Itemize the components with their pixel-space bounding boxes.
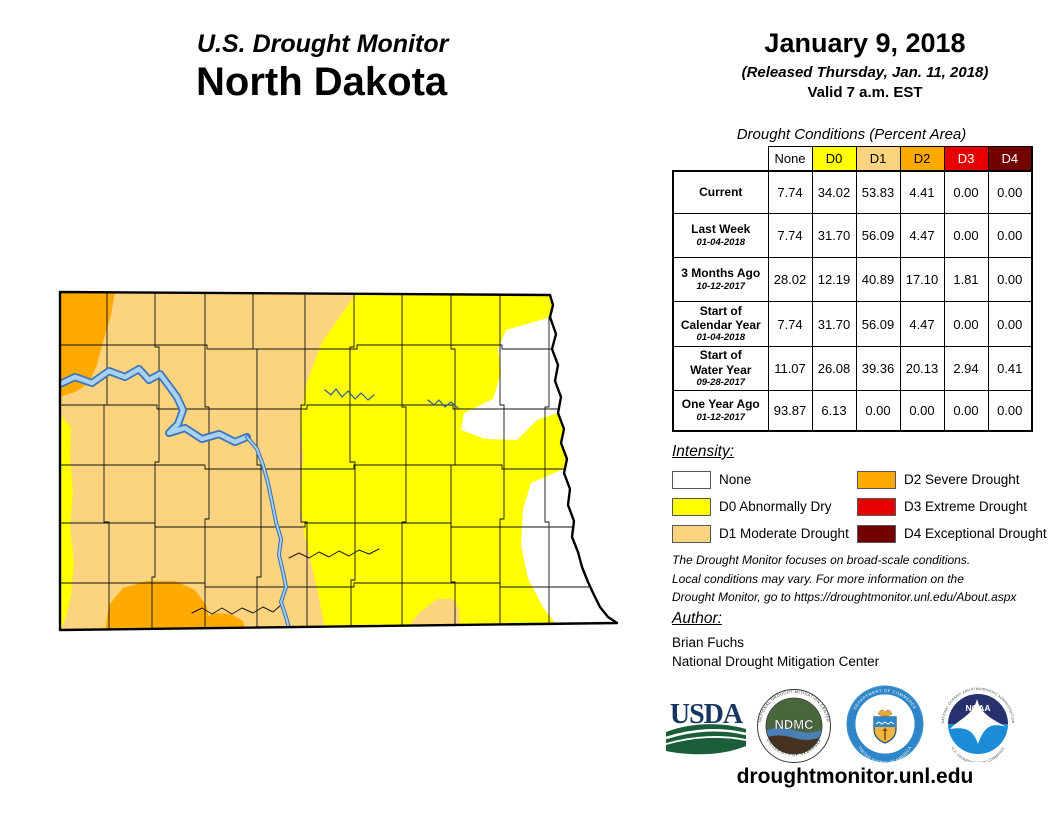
row-label: Start of Calendar Year 01-04-2018 bbox=[672, 301, 769, 347]
d0-strip-west bbox=[60, 415, 74, 630]
report-title: U.S. Drought Monitor bbox=[197, 30, 449, 58]
intensity-heading: Intensity: bbox=[672, 443, 735, 460]
d4-swatch bbox=[857, 524, 896, 543]
col-none: None bbox=[767, 146, 813, 172]
row-label: 3 Months Ago 10-12-2017 bbox=[672, 257, 769, 302]
col-d4: D4 bbox=[987, 146, 1033, 172]
state-name: North Dakota bbox=[196, 60, 448, 104]
date-block: January 9, 2018 (Released Thursday, Jan.… bbox=[690, 28, 1040, 101]
d1-swatch bbox=[672, 524, 711, 543]
row-label: Last Week 01-04-2018 bbox=[672, 213, 769, 258]
map-date: January 9, 2018 bbox=[764, 28, 966, 58]
state-border bbox=[58, 290, 619, 632]
col-d1: D1 bbox=[855, 146, 901, 172]
rivers bbox=[60, 365, 459, 630]
usda-swoosh bbox=[666, 724, 746, 755]
d2-region-northwest bbox=[60, 292, 115, 397]
row-label: Start of Water Year 09-28-2017 bbox=[672, 346, 769, 391]
table-row: 3 Months Ago 10-12-2017 28.02 12.19 40.89… bbox=[672, 257, 1033, 302]
col-d2: D2 bbox=[899, 146, 945, 172]
drought-conditions-table: None D0 D1 D2 D3 D4 Current 7.74 34.02 5… bbox=[672, 146, 1033, 432]
usda-logo: USDA bbox=[665, 699, 747, 755]
author-org: National Drought Mitigation Center bbox=[672, 654, 880, 669]
sheyenne-river bbox=[427, 399, 459, 409]
ndmc-logo: NDMC NATIONAL DROUGHT MITIGATION CENTER … bbox=[757, 689, 831, 763]
souris-river bbox=[324, 388, 375, 401]
valid-time: Valid 7 a.m. EST bbox=[807, 84, 923, 101]
noaa-logo: NOAA NATIONAL OCEANIC AND ATMOSPHERIC AD… bbox=[941, 687, 1015, 762]
cannonball-river bbox=[191, 604, 282, 615]
d2-swatch bbox=[857, 470, 896, 489]
eagle-icon bbox=[877, 709, 893, 717]
row-label: One Year Ago 01-12-2017 bbox=[672, 390, 769, 432]
table-row: Current 7.74 34.02 53.83 4.41 0.00 0.00 bbox=[672, 169, 1033, 214]
legend-item-d1: D1 Moderate Drought bbox=[672, 520, 857, 547]
d2-region-south bbox=[105, 581, 209, 630]
row-label: Current bbox=[672, 169, 769, 214]
d3-swatch bbox=[857, 497, 896, 516]
drought-map bbox=[58, 290, 619, 632]
seagull-icon bbox=[950, 699, 1006, 744]
legend-item-d0: D0 Abnormally Dry bbox=[672, 493, 857, 520]
heart-river bbox=[288, 548, 380, 559]
none-swatch bbox=[672, 470, 711, 489]
d1-wedge-south bbox=[405, 599, 460, 630]
county-lines bbox=[60, 292, 589, 630]
table-row: One Year Ago 01-12-2017 93.87 6.13 0.00 0… bbox=[672, 390, 1033, 432]
author-heading: Author: bbox=[672, 610, 722, 627]
disclaimer-text: The Drought Monitor focuses on broad-sca… bbox=[672, 553, 1017, 604]
table-row: Last Week 01-04-2018 7.74 31.70 56.09 4.4… bbox=[672, 213, 1033, 258]
table-header-row: None D0 D1 D2 D3 D4 bbox=[673, 146, 1033, 172]
col-d3: D3 bbox=[943, 146, 989, 172]
author-name: Brian Fuchs bbox=[672, 635, 745, 650]
legend-item-d3: D3 Extreme Drought bbox=[857, 493, 1042, 520]
release-date: (Released Thursday, Jan. 11, 2018) bbox=[741, 64, 989, 81]
table-row: Start of Calendar Year 01-04-2018 7.74 31.… bbox=[672, 301, 1033, 347]
col-d0: D0 bbox=[811, 146, 857, 172]
svg-text:NDMC: NDMC bbox=[775, 717, 815, 732]
table-row: Start of Water Year 09-28-2017 11.07 26.08… bbox=[672, 346, 1033, 391]
blank-cell bbox=[673, 146, 768, 171]
website-url: droughtmonitor.unl.edu bbox=[736, 765, 974, 788]
legend-item-d4: D4 Exceptional Drought bbox=[857, 520, 1047, 547]
commerce-seal: DEPARTMENT OF COMMERCE UNITED STATES OF … bbox=[846, 685, 924, 764]
d2-region-south-small bbox=[195, 613, 246, 630]
table-title: Drought Conditions (Percent Area) bbox=[736, 126, 967, 143]
legend-item-none: None bbox=[672, 466, 857, 493]
d0-swatch bbox=[672, 497, 711, 516]
svg-text:NOAA: NOAA bbox=[965, 703, 990, 713]
legend-item-d2: D2 Severe Drought bbox=[857, 466, 1042, 493]
intensity-legend: None D0 Abnormally Dry D1 Moderate Droug… bbox=[672, 466, 1047, 547]
